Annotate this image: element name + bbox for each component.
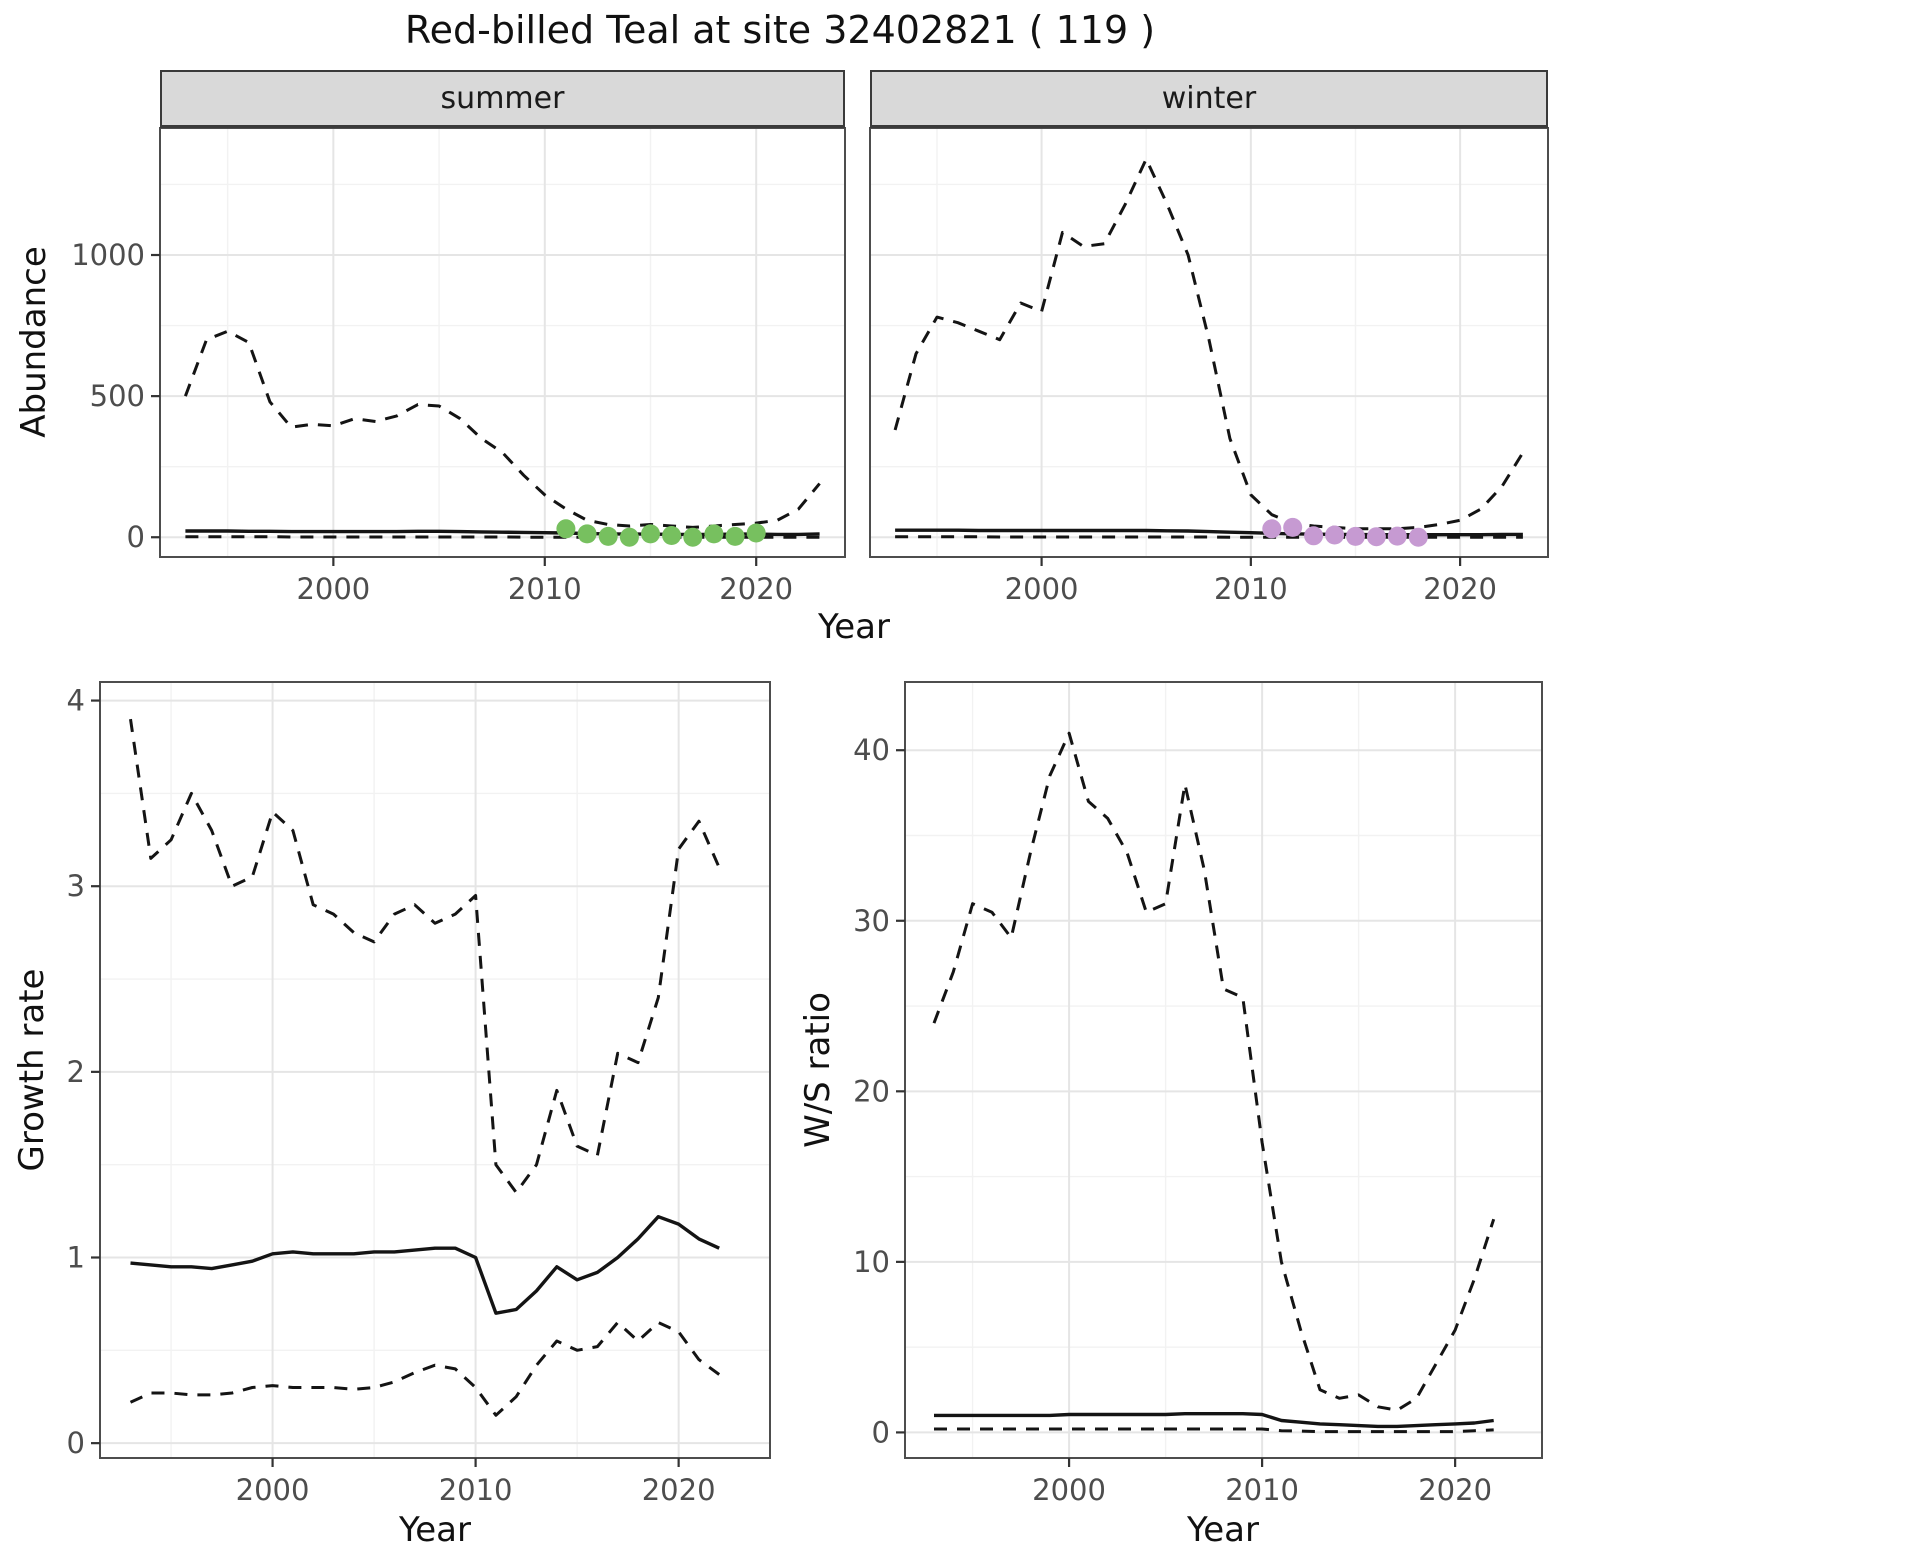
x-tick-label: 2010 [1214, 572, 1288, 606]
y-tick-label: 500 [90, 379, 145, 413]
point-observed-counts [1366, 527, 1386, 547]
point-observed-counts [725, 526, 745, 546]
line-upper-ci [932, 731, 1496, 1412]
facet-strip-label-summer: summer [440, 81, 565, 116]
point-observed-counts [704, 524, 724, 544]
panel-border [904, 681, 1543, 1459]
x-axis-label-year-ws: Year [1187, 1510, 1259, 1550]
y-axis-label-ws-ratio: W/S ratio [798, 992, 838, 1148]
line-lower-ci [934, 1427, 1494, 1434]
y-tick-label: 0 [127, 520, 145, 554]
y-axis-label-abundance: Abundance [14, 246, 54, 438]
panel-background [100, 682, 770, 1458]
point-observed-counts [619, 527, 639, 547]
line-lower-ci [895, 535, 1523, 539]
y-tick-label: 20 [853, 1074, 890, 1108]
panel-abundance-summer: 2000 2010 2020 0 500 1000 [71, 127, 846, 606]
x-tick-label: 2000 [1032, 1473, 1106, 1507]
y-axis-label-growth-rate: Growth rate [12, 968, 52, 1172]
panel-growth-rate: 2000 2010 2020 0 1 2 3 4 [67, 681, 771, 1507]
facet-strip-summer: summer [160, 70, 845, 128]
point-observed-counts [641, 524, 660, 544]
x-tick-label: 2000 [1005, 572, 1079, 606]
panel-abundance-winter: 2000 2010 2020 [869, 127, 1549, 606]
x-axis-label-year-top: Year [818, 607, 890, 647]
x-axis-label-year-growth: Year [399, 1510, 471, 1550]
x-tick-label: 2020 [1423, 572, 1497, 606]
x-tick-label: 2020 [642, 1473, 716, 1507]
figure-title: Red-billed Teal at site 32402821 ( 119 ) [404, 8, 1156, 52]
facet-strip-label-winter: winter [1161, 81, 1257, 116]
point-observed-counts [662, 526, 682, 545]
point-observed-counts [1346, 526, 1365, 546]
x-tick-label: 2020 [719, 572, 793, 606]
line-median [130, 1214, 720, 1315]
panel-ws-ratio: 2000 2010 2020 0 10 20 30 40 [853, 681, 1543, 1507]
point-observed-counts [577, 524, 597, 544]
x-tick-label: 2000 [236, 1473, 310, 1507]
x-tick-label: 2010 [1225, 1473, 1299, 1507]
point-observed-counts [1283, 517, 1303, 537]
point-observed-counts [1304, 526, 1324, 546]
point-observed-counts [1325, 525, 1345, 545]
line-lower-ci [129, 1321, 721, 1417]
point-observed-counts [1262, 519, 1282, 539]
x-tick-label: 2010 [508, 572, 582, 606]
y-tick-label: 2 [67, 1055, 85, 1089]
panel-border [99, 681, 771, 1459]
point-observed-counts [746, 523, 766, 543]
y-tick-label: 3 [67, 869, 85, 903]
point-observed-counts [556, 519, 576, 539]
x-tick-label: 2000 [296, 572, 370, 606]
point-observed-counts [683, 527, 703, 547]
y-tick-label: 4 [67, 684, 85, 718]
x-tick-label: 2010 [439, 1473, 513, 1507]
point-observed-counts [1387, 526, 1407, 546]
y-tick-label: 0 [67, 1426, 85, 1460]
panel-border [159, 127, 846, 558]
line-upper-ci [893, 157, 1525, 531]
point-observed-counts [1408, 527, 1428, 547]
y-tick-label: 1000 [71, 238, 145, 272]
y-tick-label: 10 [853, 1245, 890, 1279]
panel-background [905, 682, 1542, 1458]
x-tick-label: 2020 [1418, 1473, 1492, 1507]
y-tick-label: 0 [872, 1415, 890, 1449]
y-tick-label: 30 [853, 904, 890, 938]
panel-border [869, 127, 1549, 558]
panel-background [160, 128, 845, 557]
line-median [934, 1411, 1494, 1429]
point-observed-counts [598, 526, 618, 546]
y-tick-label: 1 [67, 1241, 85, 1275]
line-upper-ci [129, 718, 721, 1194]
y-tick-label: 40 [853, 733, 890, 767]
facet-strip-winter: winter [870, 70, 1548, 128]
